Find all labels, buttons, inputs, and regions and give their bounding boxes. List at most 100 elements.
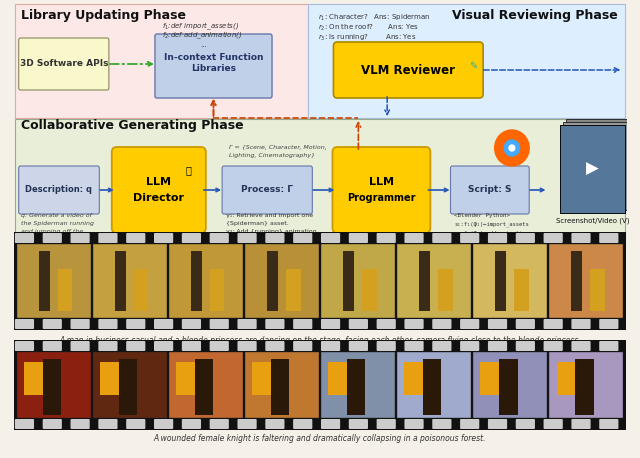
FancyBboxPatch shape (266, 419, 285, 429)
FancyBboxPatch shape (460, 419, 479, 429)
FancyBboxPatch shape (560, 125, 625, 213)
Text: ...: ... (200, 42, 207, 48)
Text: ▶: ▶ (586, 160, 599, 178)
FancyBboxPatch shape (516, 341, 535, 351)
FancyBboxPatch shape (182, 233, 201, 243)
FancyBboxPatch shape (15, 319, 34, 329)
FancyBboxPatch shape (237, 341, 257, 351)
FancyBboxPatch shape (397, 352, 471, 418)
Text: and jumping off the: and jumping off the (20, 229, 83, 234)
FancyBboxPatch shape (333, 42, 483, 98)
Text: <Blender Python>: <Blender Python> (454, 213, 510, 218)
FancyBboxPatch shape (321, 419, 340, 429)
FancyBboxPatch shape (557, 362, 575, 395)
FancyBboxPatch shape (237, 419, 257, 429)
Text: γ₁: Retrieve and import one: γ₁: Retrieve and import one (226, 213, 313, 218)
FancyBboxPatch shape (58, 269, 72, 311)
Text: Collaborative Generating Phase: Collaborative Generating Phase (20, 120, 243, 132)
FancyBboxPatch shape (599, 319, 618, 329)
FancyBboxPatch shape (245, 352, 319, 418)
FancyBboxPatch shape (419, 251, 430, 311)
FancyBboxPatch shape (169, 352, 243, 418)
FancyBboxPatch shape (404, 362, 423, 395)
Text: Lighting, Cinematography}: Lighting, Cinematography} (229, 153, 315, 158)
FancyBboxPatch shape (119, 359, 138, 414)
FancyBboxPatch shape (210, 419, 229, 429)
FancyBboxPatch shape (43, 359, 61, 414)
FancyBboxPatch shape (70, 233, 90, 243)
FancyBboxPatch shape (328, 362, 347, 395)
Text: 3D Software APIs: 3D Software APIs (20, 60, 108, 69)
FancyBboxPatch shape (126, 419, 145, 429)
FancyBboxPatch shape (572, 233, 591, 243)
FancyBboxPatch shape (154, 233, 173, 243)
Text: Programmer: Programmer (347, 193, 415, 203)
FancyBboxPatch shape (543, 341, 563, 351)
FancyBboxPatch shape (343, 251, 355, 311)
FancyBboxPatch shape (349, 319, 368, 329)
Text: building roof.: building roof. (20, 238, 62, 242)
FancyBboxPatch shape (15, 341, 34, 351)
FancyBboxPatch shape (266, 319, 285, 329)
FancyBboxPatch shape (17, 352, 91, 418)
FancyBboxPatch shape (404, 233, 424, 243)
FancyBboxPatch shape (182, 341, 201, 351)
FancyBboxPatch shape (285, 269, 301, 311)
Text: 🎬: 🎬 (186, 165, 191, 175)
FancyBboxPatch shape (154, 419, 173, 429)
FancyBboxPatch shape (473, 352, 547, 418)
FancyBboxPatch shape (237, 319, 257, 329)
FancyBboxPatch shape (481, 362, 499, 395)
FancyBboxPatch shape (252, 362, 271, 395)
FancyBboxPatch shape (43, 233, 62, 243)
FancyBboxPatch shape (516, 319, 535, 329)
FancyBboxPatch shape (15, 119, 625, 243)
FancyBboxPatch shape (590, 269, 605, 311)
FancyBboxPatch shape (347, 359, 365, 414)
FancyBboxPatch shape (169, 244, 243, 318)
Text: Library Updating Phase: Library Updating Phase (20, 10, 186, 22)
FancyBboxPatch shape (321, 244, 395, 318)
FancyBboxPatch shape (349, 233, 368, 243)
FancyBboxPatch shape (432, 341, 451, 351)
FancyBboxPatch shape (404, 341, 424, 351)
Text: the Spiderman running: the Spiderman running (20, 222, 93, 227)
FancyBboxPatch shape (112, 147, 206, 233)
Text: A wounded female knight is faltering and dramatically collapsing in a poisonous : A wounded female knight is faltering and… (154, 434, 486, 443)
FancyBboxPatch shape (70, 319, 90, 329)
Text: Director: Director (133, 193, 184, 203)
FancyBboxPatch shape (451, 166, 529, 214)
FancyBboxPatch shape (182, 319, 201, 329)
FancyBboxPatch shape (376, 419, 396, 429)
Text: Screenshot/Video (V): Screenshot/Video (V) (556, 218, 629, 224)
FancyBboxPatch shape (222, 166, 312, 214)
FancyBboxPatch shape (93, 352, 167, 418)
FancyBboxPatch shape (495, 251, 506, 311)
FancyBboxPatch shape (245, 244, 319, 318)
Text: Description: q: Description: q (26, 185, 93, 195)
FancyBboxPatch shape (543, 233, 563, 243)
Circle shape (509, 145, 515, 151)
FancyBboxPatch shape (17, 244, 91, 318)
FancyBboxPatch shape (460, 233, 479, 243)
FancyBboxPatch shape (376, 233, 396, 243)
Circle shape (504, 140, 520, 156)
FancyBboxPatch shape (599, 233, 618, 243)
FancyBboxPatch shape (488, 341, 507, 351)
FancyBboxPatch shape (154, 319, 173, 329)
Text: Visual Reviewing Phase: Visual Reviewing Phase (452, 10, 618, 22)
FancyBboxPatch shape (321, 319, 340, 329)
Text: VLM Reviewer: VLM Reviewer (362, 64, 455, 76)
Text: LLM: LLM (147, 177, 172, 187)
FancyBboxPatch shape (460, 341, 479, 351)
Text: $r_3$: Is running?        Ans: Yes: $r_3$: Is running? Ans: Yes (318, 33, 417, 43)
FancyBboxPatch shape (266, 341, 285, 351)
FancyBboxPatch shape (210, 233, 229, 243)
FancyBboxPatch shape (376, 341, 396, 351)
FancyBboxPatch shape (397, 244, 471, 318)
Text: A man in business casual and a blonde princess are dancing on the stage, facing : A man in business casual and a blonde pr… (59, 336, 581, 345)
FancyBboxPatch shape (14, 232, 626, 330)
FancyBboxPatch shape (572, 319, 591, 329)
FancyBboxPatch shape (516, 233, 535, 243)
FancyBboxPatch shape (93, 244, 167, 318)
